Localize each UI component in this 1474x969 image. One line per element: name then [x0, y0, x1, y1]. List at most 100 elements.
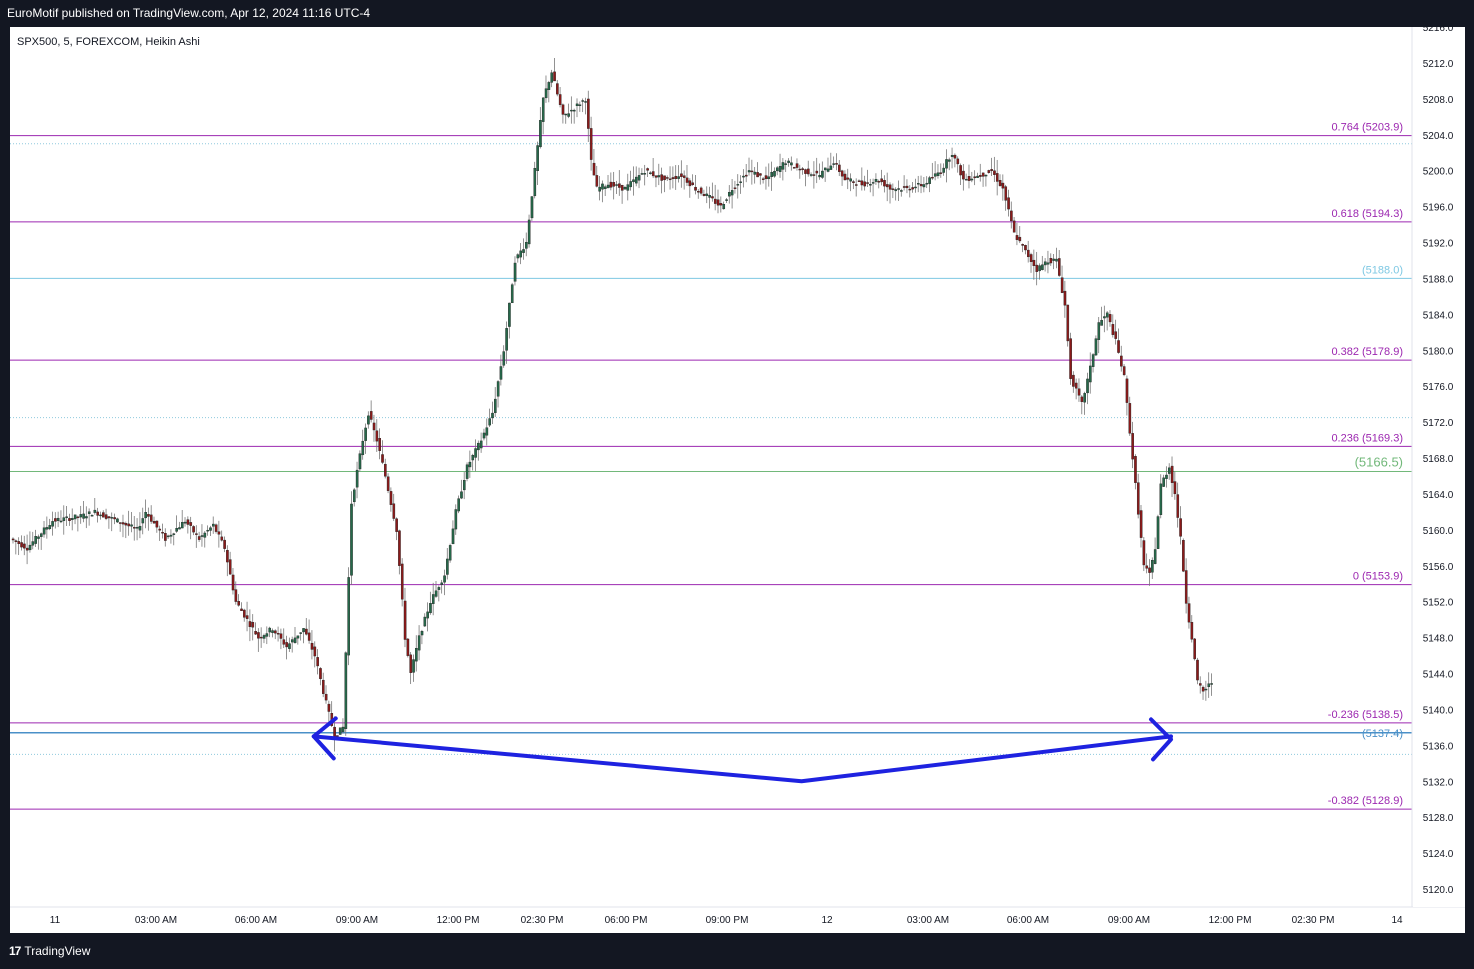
candle — [62, 505, 66, 535]
candle — [886, 172, 889, 202]
candle — [25, 534, 29, 565]
arrow-head-left[interactable] — [311, 716, 338, 761]
arrow-shaft[interactable] — [311, 734, 1174, 784]
candle — [905, 179, 909, 194]
candle — [967, 164, 971, 189]
candle — [192, 525, 195, 536]
y-tick-label-23: 5212.0 — [1423, 59, 1454, 70]
candle — [716, 189, 720, 214]
candle — [697, 189, 700, 199]
candle — [341, 718, 345, 734]
candle — [553, 57, 556, 82]
level-label-3: 0.382 (5178.9) — [1331, 346, 1403, 358]
candle — [787, 158, 790, 167]
y-tick-label-11: 5164.0 — [1423, 490, 1454, 501]
candle — [37, 534, 40, 550]
candle — [770, 161, 773, 191]
x-tick-label-4: 12:00 PM — [437, 915, 480, 926]
candle — [948, 157, 951, 171]
candle — [809, 172, 813, 178]
candle — [694, 175, 697, 195]
candle — [257, 628, 260, 652]
chart-frame[interactable]: 0.764 (5203.9) 0.618 (5194.3) (5188.0) 0.38… — [10, 27, 1465, 933]
annotation-arrow — [311, 716, 1174, 784]
level-label-1: 0.618 (5194.3) — [1331, 208, 1403, 220]
candle — [1100, 306, 1103, 326]
candle — [522, 238, 525, 260]
candle — [922, 176, 926, 193]
candle — [939, 163, 943, 178]
candle — [350, 491, 353, 585]
candle — [674, 165, 678, 190]
candle — [400, 558, 404, 607]
arrow-head-right[interactable] — [1149, 717, 1174, 762]
candle — [457, 495, 460, 514]
candle — [479, 432, 483, 453]
tradingview-logo[interactable]: 17 TradingView — [9, 944, 90, 958]
candle — [626, 173, 630, 201]
x-tick-label-3: 09:00 AM — [336, 915, 378, 926]
candle — [276, 626, 280, 642]
candle — [378, 428, 382, 460]
candle — [45, 516, 49, 539]
candle — [186, 516, 190, 534]
candle — [536, 141, 539, 186]
candle — [1035, 251, 1039, 286]
candle — [1148, 559, 1151, 586]
candle — [113, 513, 116, 525]
y-tick-label-10: 5160.0 — [1423, 526, 1454, 537]
candle — [1190, 615, 1194, 643]
candle — [307, 619, 311, 644]
candle — [1004, 184, 1008, 211]
candle — [99, 511, 102, 520]
y-tick-label-7: 5148.0 — [1423, 634, 1454, 645]
candle — [1094, 335, 1098, 357]
candle — [998, 174, 1002, 187]
candle — [1058, 250, 1061, 277]
candle — [1010, 201, 1013, 229]
candle — [344, 651, 348, 736]
x-tick-label-1: 03:00 AM — [135, 915, 177, 926]
candle — [138, 512, 142, 539]
candle — [468, 450, 472, 478]
candle — [155, 520, 159, 533]
candle — [454, 504, 458, 535]
candle — [234, 581, 238, 605]
candle — [863, 175, 867, 191]
candle — [981, 172, 985, 187]
candle — [279, 628, 283, 650]
candle — [429, 591, 432, 615]
candle — [970, 171, 974, 183]
candle — [558, 87, 562, 108]
candle — [854, 178, 858, 197]
candle — [570, 96, 573, 124]
candle — [671, 166, 675, 189]
price-axis-bg[interactable] — [1413, 27, 1465, 907]
candle — [324, 685, 328, 704]
candle — [285, 635, 288, 660]
candle — [1086, 372, 1089, 405]
candle — [894, 187, 898, 201]
price-chart[interactable]: 0.764 (5203.9) 0.618 (5194.3) (5188.0) 0.38… — [10, 27, 1465, 933]
candle — [265, 626, 269, 645]
candle — [1114, 319, 1118, 345]
candle — [699, 186, 703, 196]
candle — [1134, 454, 1137, 490]
candle — [792, 166, 796, 169]
level-label-4: 0.236 (5169.3) — [1331, 432, 1403, 444]
candle — [682, 170, 686, 190]
candle — [364, 423, 367, 454]
candle — [296, 635, 300, 645]
candle — [550, 69, 554, 88]
candle — [68, 513, 71, 526]
candle — [65, 505, 68, 526]
candle — [928, 175, 931, 193]
candle — [601, 180, 604, 203]
candle — [471, 453, 475, 471]
candle — [1055, 247, 1058, 269]
candle — [936, 164, 940, 179]
y-tick-label-12: 5168.0 — [1423, 454, 1454, 465]
candle — [1032, 249, 1036, 280]
candle — [431, 582, 435, 616]
candle — [739, 175, 742, 194]
